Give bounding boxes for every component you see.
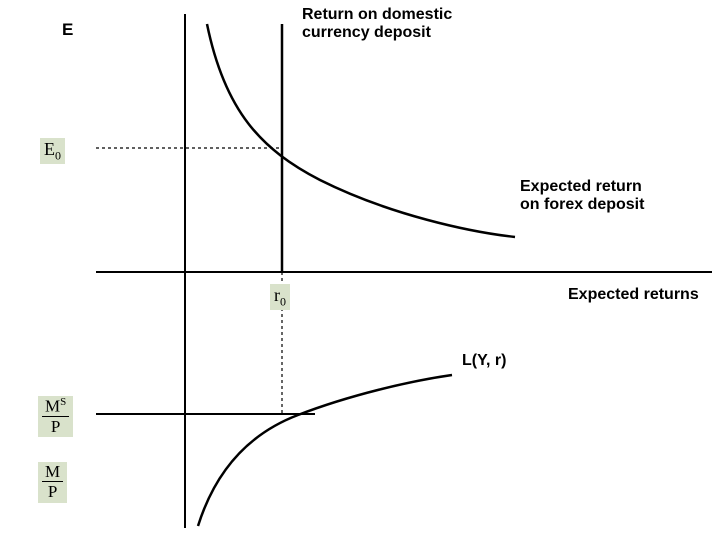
e-axis-label: E <box>62 20 73 40</box>
r0-sub: 0 <box>280 295 286 309</box>
e0-sub: 0 <box>55 149 61 163</box>
mp-num: M <box>42 463 63 482</box>
diagram-stage: { "canvas": { "width": 720, "height": 54… <box>0 0 720 540</box>
e0-label: E0 <box>40 138 65 164</box>
m-over-p-label: M P <box>38 462 67 503</box>
expected-return-forex-label: Expected return on forex deposit <box>520 178 644 215</box>
money-demand-curve <box>198 375 452 526</box>
ms-over-p-label: MS P <box>38 396 73 437</box>
forex-return-curve <box>207 24 515 237</box>
mp-den: P <box>42 482 63 500</box>
return-domestic-line2: currency deposit <box>302 24 431 41</box>
msp-den: P <box>42 417 69 435</box>
e0-base: E <box>44 139 55 159</box>
expected-returns-axis-label: Expected returns <box>568 286 699 304</box>
r0-label: r0 <box>270 284 290 310</box>
erf-line2: on forex deposit <box>520 196 644 213</box>
msp-num: M <box>45 397 60 416</box>
erf-line1: Expected return <box>520 178 642 195</box>
diagram-svg <box>0 0 720 540</box>
return-domestic-line1: Return on domestic <box>302 6 452 23</box>
lyr-label: L(Y, r) <box>462 352 506 370</box>
msp-sup: S <box>60 396 66 408</box>
return-domestic-label: Return on domestic currency deposit <box>302 6 452 43</box>
